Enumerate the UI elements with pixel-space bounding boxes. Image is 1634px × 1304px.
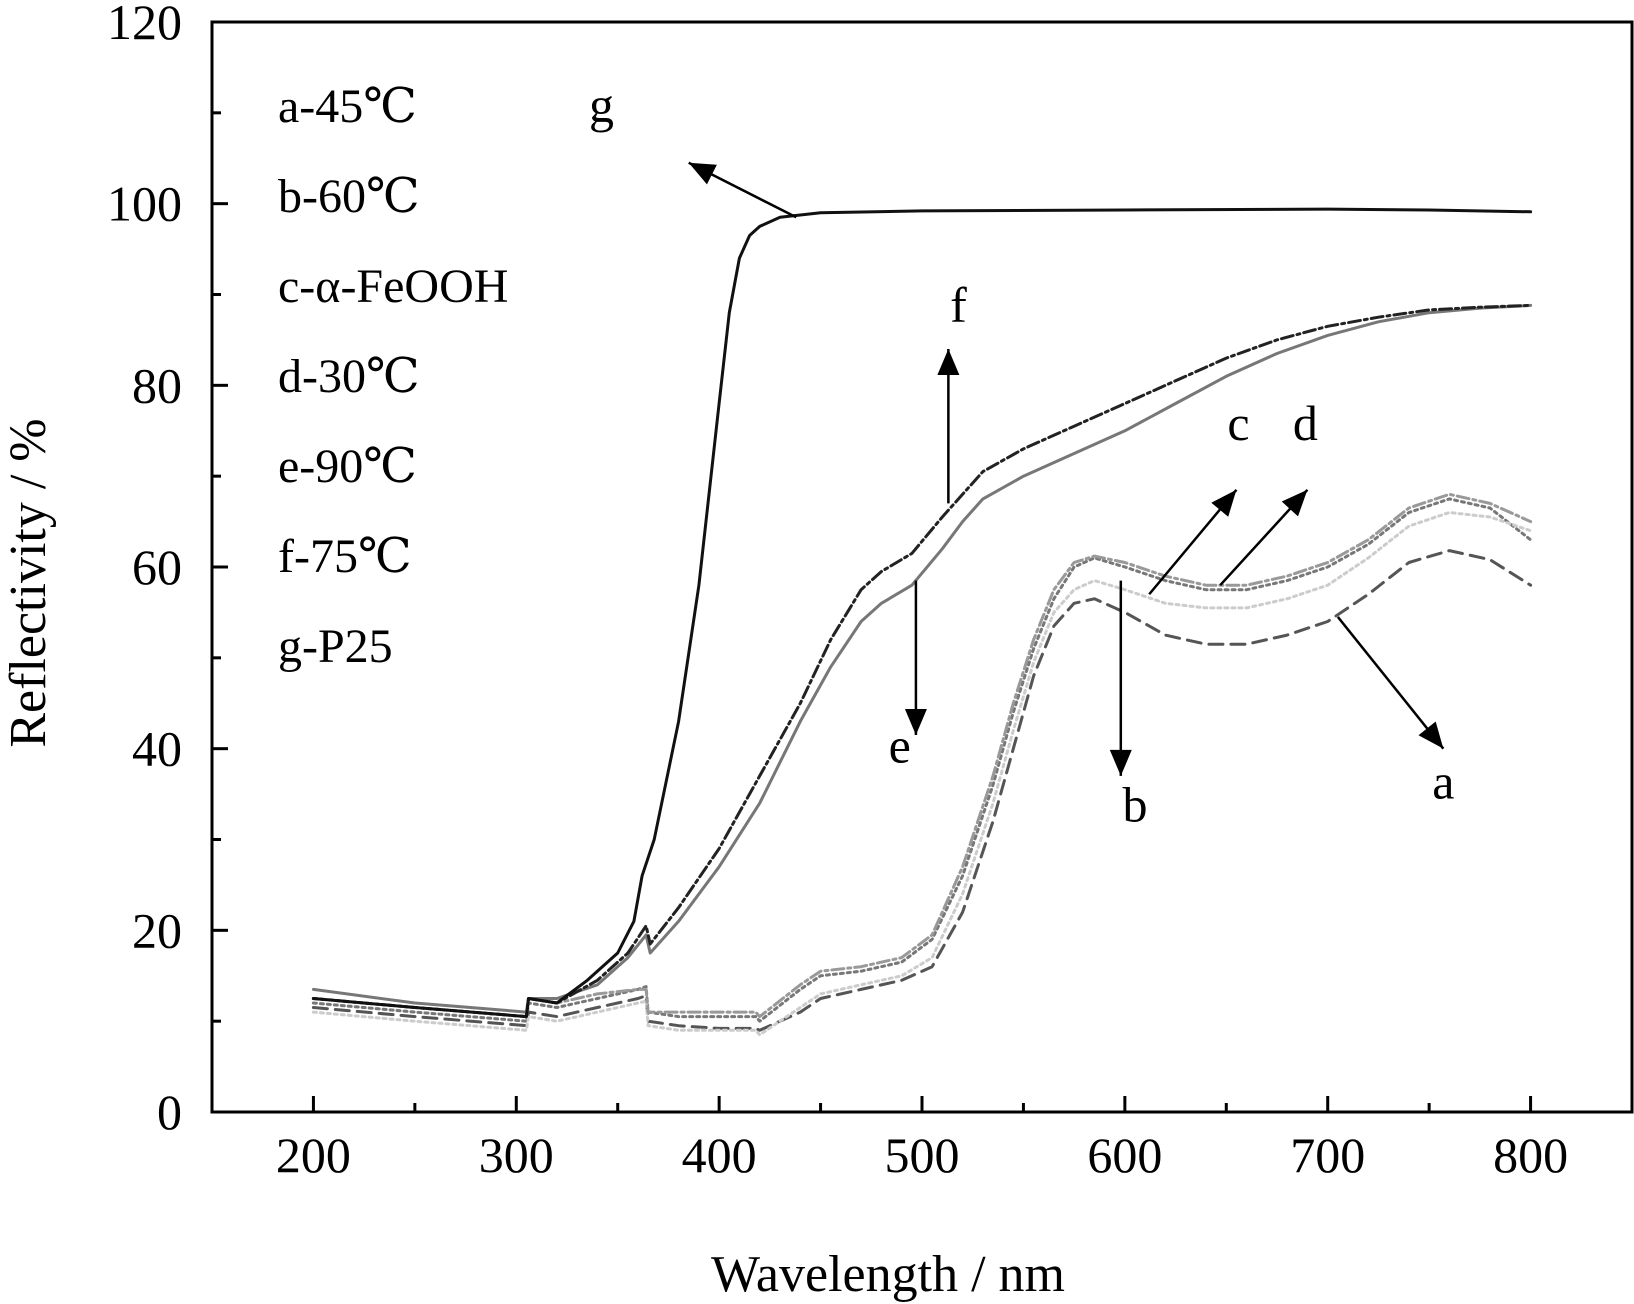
y-tick-label: 80 (132, 357, 182, 413)
series-line-b (311, 497, 1533, 1023)
curve-label-b: b (1123, 776, 1148, 832)
curve-label-c: c (1227, 395, 1249, 451)
legend-entry: a-45℃ (278, 80, 417, 133)
annotation-arrowhead-d (1281, 489, 1308, 517)
series-line-e (311, 303, 1533, 1014)
y-tick-label: 20 (132, 902, 182, 958)
legend-entry: b-60℃ (278, 170, 420, 223)
series-line-a (311, 549, 1533, 1032)
series-line-c (311, 511, 1533, 1037)
curve-label-d: d (1293, 395, 1318, 451)
curve-label-g: g (589, 77, 614, 133)
x-tick-label: 700 (1290, 1127, 1365, 1183)
legend-layer: a-45℃ b-60℃ c-α-FeOOH d-30℃ e-90℃ f-75℃ g-P25 (278, 80, 508, 673)
series-line-g (311, 207, 1533, 1019)
legend-entry: g-P25 (278, 620, 393, 673)
series-line-f (311, 303, 1533, 1019)
ticks-layer: 200 300 400 500 600 700 800 0 20 40 60 80 100 120 (107, 0, 1568, 1183)
x-tick-label: 400 (682, 1127, 757, 1183)
y-axis-title: Reflectivity / % (0, 418, 57, 747)
annotation-arrowhead-g (688, 162, 717, 185)
x-tick-label: 500 (885, 1127, 960, 1183)
y-tick-label: 100 (107, 176, 182, 232)
y-tick-label: 120 (107, 0, 182, 50)
x-tick-label: 300 (479, 1127, 554, 1183)
annotations-layer: g f e b c d a (589, 77, 1454, 832)
series-line-d (311, 492, 1533, 1019)
x-tick-label: 600 (1087, 1127, 1162, 1183)
x-tick-label: 200 (276, 1127, 351, 1183)
legend-entry: e-90℃ (278, 440, 417, 493)
series-layer (311, 207, 1533, 1037)
annotation-arrowhead-b (1109, 749, 1132, 776)
curve-label-a: a (1432, 754, 1454, 810)
y-tick-label: 60 (132, 539, 182, 595)
y-tick-label: 0 (157, 1084, 182, 1140)
annotation-arrowhead-a (1418, 721, 1444, 749)
legend-entry: d-30℃ (278, 350, 420, 403)
annotation-arrowhead-e (904, 709, 927, 736)
curve-label-f: f (950, 277, 967, 333)
annotation-arrowhead-c (1211, 489, 1237, 517)
legend-entry: c-α-FeOOH (278, 260, 508, 313)
y-tick-label: 40 (132, 721, 182, 777)
curve-label-e: e (889, 717, 911, 773)
annotation-arrow-a (1336, 616, 1445, 750)
legend-entry: f-75℃ (278, 530, 412, 583)
annotation-arrowhead-f (937, 349, 960, 375)
x-axis-title: Wavelength / nm (711, 1246, 1065, 1303)
x-tick-label: 800 (1493, 1127, 1568, 1183)
